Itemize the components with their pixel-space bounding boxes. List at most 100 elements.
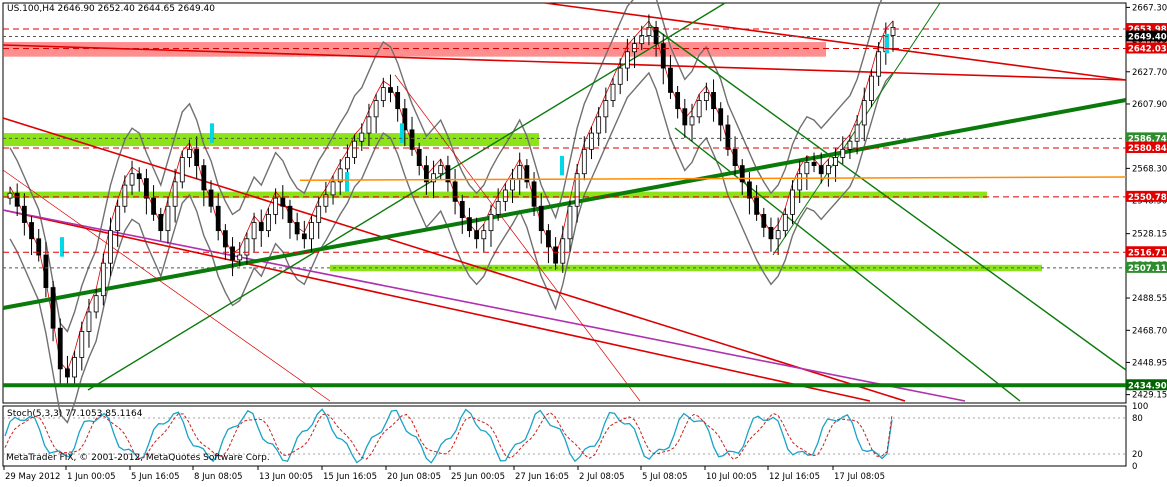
candle-body [151,197,156,215]
stoch-main-line [4,408,893,464]
price-label-text: 2550.78 [1128,193,1167,203]
highlight-marker [210,123,214,143]
candle-body [402,108,408,131]
candle-body [603,100,609,118]
stochastic-label: Stoch(5,3,3) 77.1053 85.1164 [7,409,143,419]
date-axis: 29 May 2012 1 Jun 00:05 5 Jun 16:05 8 Jun 0… [3,466,885,482]
candle-body [345,157,350,170]
trend-lines[interactable] [2,2,1127,402]
stoch-signal-line [4,411,893,460]
stochastic-panel-frame [2,405,1127,467]
candle-body [395,92,401,110]
candle-body [352,140,357,158]
candle-body [359,132,365,142]
horizontal-levels [3,28,1127,388]
candle-body [876,51,882,77]
candle-body [560,238,566,264]
highlight-marker [400,123,404,143]
highlight-marker [560,155,564,176]
support-zone [330,264,1042,272]
price-label-box [1126,246,1167,258]
price-label-text: 2642.03 [1128,44,1167,54]
candle-body [861,100,867,126]
candle-body [244,238,250,256]
candle-body [689,116,695,126]
price-label-text: 2649.40 [1128,32,1167,42]
date-tick-label: 13 Jun 00:05 [259,472,313,482]
candle-body [567,205,573,240]
date-tick-label: 17 Jul 08:05 [834,472,885,482]
candle-body [251,222,257,240]
candle-body [273,197,279,215]
price-tick-label: 2448.95 [1132,358,1167,368]
candle-body [739,165,745,183]
candle-body [768,226,774,240]
price-tick-label: 2607.90 [1132,100,1167,110]
date-tick-label: 29 May 2012 [5,472,60,482]
support-zone [4,191,987,199]
price-label-box [1126,23,1167,35]
candle-body [215,205,221,232]
price-tick-label: 2667.30 [1132,3,1167,13]
price-label-text: 2586.74 [1128,134,1167,144]
symbol-header: US.100,H4 2646.90 2652.40 2644.65 2649.4… [7,4,215,14]
candle-body [258,222,264,232]
copyright-text: MetaTrader FIX, © 2001-2012, MetaQuotes … [6,453,270,463]
trend-line [2,117,906,402]
stoch-tick-label: 0 [1132,462,1137,472]
price-tick-label: 2568.30 [1132,164,1167,174]
date-tick-label: 10 Jul 00:05 [706,472,757,482]
price-tick-label: 2627.70 [1132,68,1167,78]
candle-body [854,124,860,142]
candle-body [574,173,580,207]
trend-line [2,209,871,402]
candle-body [108,230,113,264]
candle-body [632,43,637,53]
candle-body [725,124,731,150]
candle-body [380,87,386,101]
candle-body [65,368,70,378]
candle-body [158,213,164,232]
candle-body [172,181,178,207]
candle-body [811,161,817,167]
moving-average-line [299,176,1127,181]
candle-body [409,129,415,150]
candle-body [100,262,106,297]
price-label-box [1126,132,1167,144]
trend-line [2,98,1127,310]
date-tick-label: 2 Jul 08:05 [579,472,625,482]
price-tick-label: 2468.70 [1132,326,1167,336]
date-tick-label: 15 Jun 16:05 [323,472,377,482]
candle-body [797,173,803,191]
candle-body [596,116,602,134]
candle-body [208,189,214,207]
candle-body [589,132,594,150]
candle-body [531,181,537,207]
candle-body [330,181,336,196]
candle-body [416,148,422,167]
bollinger-lower [9,71,894,424]
price-label-box [1126,42,1167,54]
price-label-box [1126,190,1167,202]
candle-body [682,108,688,126]
candle-body [57,327,63,370]
candle-body [222,230,228,248]
candle-body [825,165,831,175]
candle-body [50,287,56,329]
price-label-box [1126,30,1167,42]
candle-body [431,173,436,183]
trend-line [2,169,331,402]
price-label-box [1126,261,1167,273]
price-axis: 2667.302647.552627.702607.902588.152568.… [1126,3,1167,401]
candle-body [280,197,286,207]
candle-body [818,165,824,175]
candle-body [93,295,99,313]
trend-line [394,74,641,402]
candle-body [488,213,494,232]
candle-body [179,157,185,183]
candle-body [79,331,85,358]
stochastic-panel: 100 80 20 0 [3,402,1148,472]
candle-body [761,213,767,228]
